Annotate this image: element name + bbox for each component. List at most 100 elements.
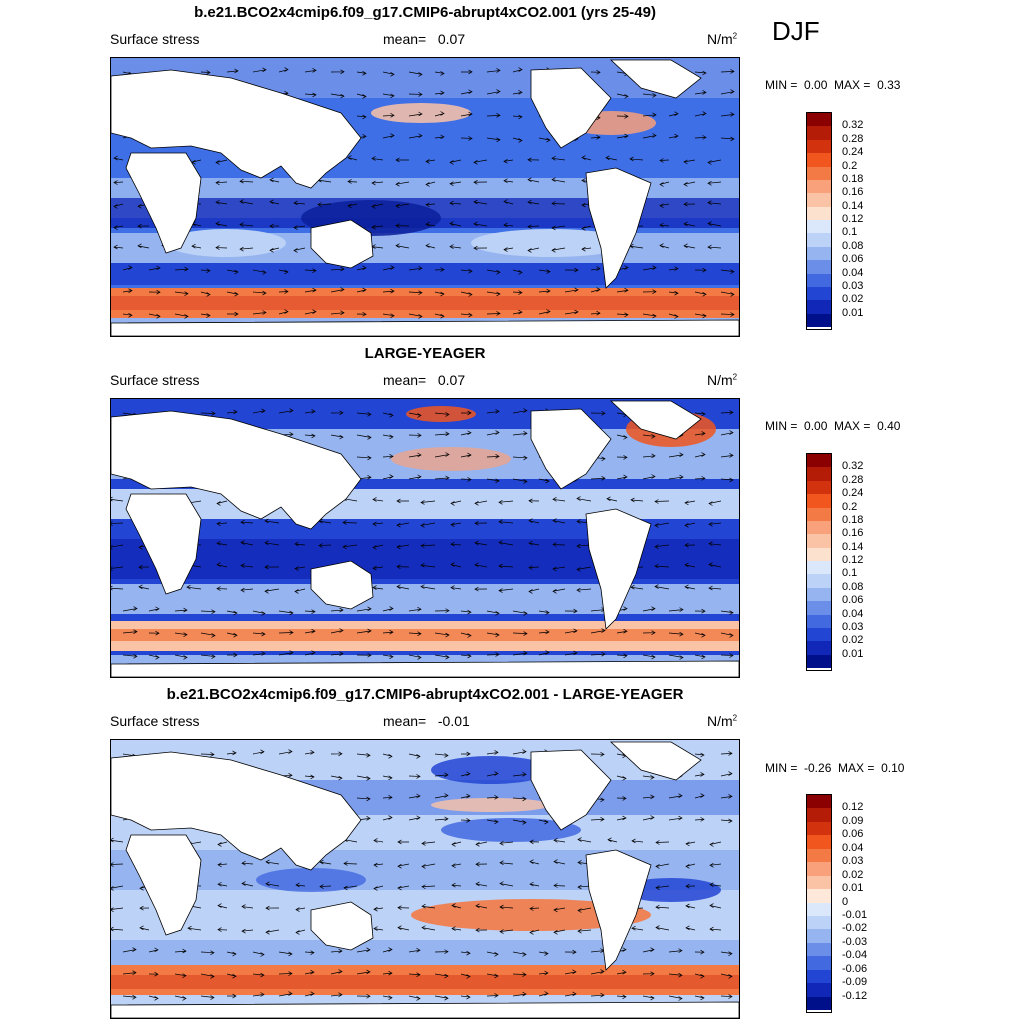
colorbar-label: -0.12 [842,989,868,1002]
colorbar-swatch [807,260,831,274]
stress-arrow [122,312,133,318]
stress-arrow [304,609,316,614]
stress-arrow [396,544,410,550]
stress-arrow [564,608,578,614]
stress-arrow [616,114,629,119]
stress-arrow [239,199,254,205]
stress-arrow [642,630,656,635]
stress-arrow [139,925,150,931]
stress-arrow [512,631,528,636]
stress-arrow [668,313,679,319]
stress-arrow [278,991,293,997]
stress-arrow [685,883,696,889]
stress-arrow [111,521,124,526]
stress-arrow [694,267,707,273]
stress-arrow [529,906,540,911]
stress-arrow [503,247,514,252]
stress-arrow [148,289,161,295]
stress-arrow [527,177,540,183]
stress-arrow [552,588,566,594]
stress-arrow [408,290,423,296]
stress-arrow [707,200,722,205]
stress-arrow [616,287,629,293]
stress-arrow [330,93,345,99]
stress-arrow [694,632,706,638]
stress-arrow [616,994,627,1000]
stress-arrow [486,993,499,998]
stress-arrow [528,540,540,546]
stress-arrow [486,610,500,616]
stress-arrow [200,973,215,979]
stress-arrow [342,544,358,550]
stress-arrow [252,631,266,637]
panel-1-units-exp: 2 [732,31,738,41]
stress-arrow [252,951,265,957]
stress-arrow [113,225,124,230]
stress-arrow [319,859,332,865]
stress-arrow [631,925,644,931]
stress-arrow [252,651,266,656]
colorbar-label: -0.03 [842,935,868,948]
stress-arrow [659,243,670,249]
stress-arrow [408,433,422,438]
stress-arrow [460,751,471,757]
stress-arrow [553,907,566,913]
stress-arrow [113,180,124,185]
stress-arrow [475,861,488,867]
stress-arrow [474,562,488,568]
panel-1-mean-value: 0.07 [437,31,466,47]
stress-arrow [659,158,670,163]
stress-arrow [720,453,734,458]
panel-2-min-label: MIN = [765,419,798,433]
colorbar-swatch [807,534,831,548]
colorbar-swatch [807,983,831,997]
colorbar-label: 0.03 [842,855,864,868]
stress-arrow [685,863,696,869]
stress-arrow [551,201,566,206]
stress-arrow [512,610,528,616]
stress-arrow [708,521,722,527]
stress-arrow [226,409,238,415]
stress-arrow [434,793,449,799]
stress-arrow [538,309,551,315]
stress-arrow [642,265,657,271]
stress-arrow [684,522,696,528]
colorbar-label: 0.06 [842,828,864,841]
stress-arrow [685,841,696,847]
stress-arrow [382,313,395,319]
stress-arrow [148,313,161,319]
stress-arrow [576,587,592,593]
stress-arrow [148,606,160,612]
colorbar-label: -0.01 [842,908,868,921]
stress-arrow [642,794,655,800]
stress-arrow [278,951,293,957]
stress-arrow [474,540,488,546]
stress-arrow [356,287,367,293]
stress-arrow [642,434,656,439]
stress-arrow [553,883,566,888]
stress-arrow [512,772,527,777]
colorbar-label: 0.2 [842,159,858,172]
stress-arrow [347,203,358,209]
stress-arrow [217,841,228,847]
stress-arrow [512,650,528,656]
stress-arrow [720,477,734,483]
stress-arrow [278,309,289,315]
stress-arrow [486,269,501,275]
stress-arrow [295,882,306,888]
stress-arrow [709,903,722,909]
panel-1-title: b.e21.BCO2x4cmip6.f09_g17.CMIP6-abrupt4x… [194,4,656,21]
stress-arrow [720,610,734,615]
stress-arrow [382,474,394,480]
stress-arrow [408,606,422,612]
colorbar-label: 0.18 [842,172,864,185]
stress-arrow [475,881,488,887]
stress-arrow [425,159,436,164]
stress-arrow [694,431,706,436]
stress-arrow [226,610,238,616]
stress-arrow [694,973,705,979]
stress-arrow [616,474,628,480]
stress-arrow [421,925,436,931]
stress-arrow [512,114,523,120]
stress-arrow [174,266,189,272]
